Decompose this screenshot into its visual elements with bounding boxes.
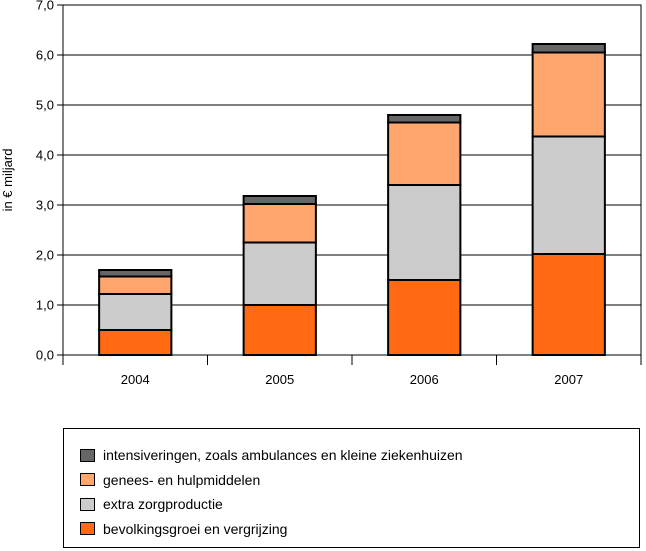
bar-segment [242, 241, 317, 306]
y-tick-label: 1,0 [36, 298, 54, 313]
y-axis-title: in € miljard [0, 149, 15, 212]
bar-segment [531, 43, 606, 54]
bar-segment [98, 269, 173, 278]
x-tick-label: 2007 [554, 372, 583, 387]
bars [98, 43, 606, 356]
bar-segment [98, 275, 173, 295]
y-tick-label: 3,0 [36, 198, 54, 213]
legend-swatch [80, 473, 95, 487]
bar-segment [387, 279, 462, 356]
bar-segment [98, 329, 173, 356]
x-tick-label: 2004 [121, 372, 150, 387]
legend-item: extra zorgproductie [80, 492, 639, 517]
bar-segment [531, 135, 606, 255]
bar-segment [242, 195, 317, 205]
legend-label: intensiveringen, zoals ambulances en kle… [103, 447, 463, 464]
plot-frame [62, 4, 642, 356]
bar-segment [242, 304, 317, 356]
bar-segment [242, 203, 317, 244]
y-tick-label: 2,0 [36, 248, 54, 263]
x-tick-label: 2005 [265, 372, 294, 387]
y-tick-label: 7,0 [36, 0, 54, 13]
bar-segment [387, 184, 462, 281]
y-tick-label: 6,0 [36, 48, 54, 63]
legend-label: genees- en hulpmiddelen [103, 471, 261, 488]
y-tick-label: 4,0 [36, 148, 54, 163]
legend-swatch [80, 448, 95, 462]
y-tick-label: 0,0 [36, 348, 54, 363]
legend-item: intensiveringen, zoals ambulances en kle… [80, 443, 639, 468]
legend-label: bevolkingsgroei en vergrijzing [103, 520, 288, 537]
bar-segment [98, 293, 173, 331]
bar-segment [531, 253, 606, 356]
legend-label: extra zorgproductie [103, 496, 223, 513]
bar-segment [387, 114, 462, 124]
legend: intensiveringen, zoals ambulances en kle… [63, 428, 640, 548]
axes: 0,0 1,0 2,0 3,0 4,0 5,0 6,0 7,0 2004 2005 2006 2007 [36, 0, 642, 387]
x-tick-label: 2006 [410, 372, 439, 387]
bar-segment [531, 51, 606, 138]
legend-swatch [80, 522, 95, 536]
legend-swatch [80, 497, 95, 511]
y-tick-label: 5,0 [36, 98, 54, 113]
stacked-bar-chart: 0,0 1,0 2,0 3,0 4,0 5,0 6,0 7,0 2004 2005 2006 2007… [0, 0, 642, 387]
legend-item: bevolkingsgroei en vergrijzing [80, 517, 639, 542]
bar-segment [387, 121, 462, 186]
legend-item: genees- en hulpmiddelen [80, 468, 639, 493]
